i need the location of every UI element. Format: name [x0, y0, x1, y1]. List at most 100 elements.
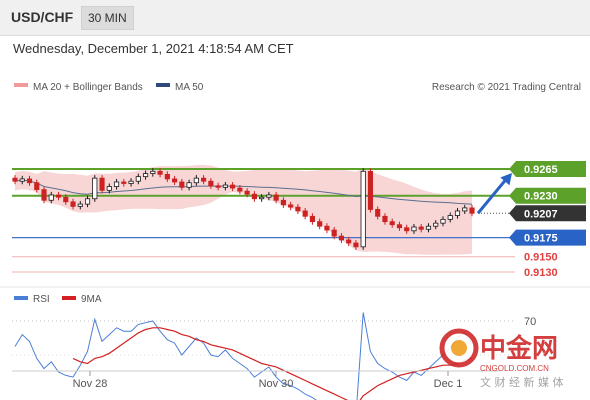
candle: [92, 175, 98, 202]
level-badge-bg: [509, 161, 586, 177]
candle: [259, 194, 265, 202]
top-bar: USD/CHF 30 MIN: [0, 0, 590, 36]
candle: [317, 218, 323, 230]
candle-body: [70, 201, 76, 207]
price-panel: 0.9265 0.9230 0.9207 0.9175 0.9150 0.9130: [12, 161, 586, 279]
rsi-legend-swatch: [14, 296, 28, 300]
bb-legend-label: MA 20 + Bollinger Bands: [33, 82, 143, 93]
candle-body: [99, 177, 105, 191]
projection-arrow-head: [500, 173, 512, 186]
candle: [360, 168, 366, 250]
candle: [266, 191, 272, 201]
level-badge-label: 0.9230: [524, 191, 558, 203]
candle-body: [454, 210, 461, 216]
watermark-logo: 中金网 CNGOLD.COM.CN 文 财 经 新 媒 体: [439, 328, 563, 389]
candle: [425, 223, 432, 233]
ma50-legend-label: MA 50: [175, 82, 204, 93]
rsi-legend-label: RSI: [33, 294, 50, 305]
candle-body: [259, 196, 265, 200]
candle-body: [469, 207, 475, 214]
candle-body: [106, 186, 112, 191]
rsi-ma-legend-swatch: [62, 296, 76, 300]
candle-body: [462, 207, 468, 212]
level-badge-bg: [509, 205, 586, 222]
candle-body: [12, 177, 18, 182]
rsi-panel: 70: [12, 312, 536, 400]
candle: [70, 198, 76, 210]
candle-body: [186, 182, 192, 188]
candle-body: [193, 177, 199, 184]
level-badge-label: 0.9265: [524, 164, 558, 176]
x-tick-label: Dec 1: [434, 378, 463, 390]
watermark-title: 中金网: [480, 333, 558, 364]
candle-body: [55, 194, 62, 198]
candle: [367, 168, 374, 213]
candle-body: [244, 190, 250, 195]
candle: [201, 175, 207, 185]
candle: [128, 178, 134, 187]
candle: [12, 175, 18, 185]
candle-body: [288, 204, 294, 208]
candle-body: [447, 215, 453, 220]
candle: [251, 191, 257, 202]
candle: [179, 178, 185, 191]
timeframe-button[interactable]: 30 MIN: [81, 6, 134, 30]
candle-body: [179, 181, 185, 188]
candle: [454, 207, 461, 219]
ma50-legend-swatch: [156, 83, 170, 87]
candle-body: [389, 221, 395, 226]
price-badges: 0.9265 0.9230 0.9207 0.9175 0.9150 0.9130: [509, 161, 586, 279]
candle: [222, 181, 228, 191]
candle-body: [208, 180, 214, 187]
candles: [12, 168, 475, 250]
level-badge-bg: [509, 187, 586, 204]
rsi-70-tick: 70: [524, 316, 536, 328]
candle-body: [135, 176, 141, 182]
candle-body: [128, 180, 134, 184]
candle: [157, 168, 163, 178]
candle: [164, 171, 170, 182]
level-badge: 0.9265: [509, 161, 586, 177]
candle-body: [142, 173, 149, 178]
candle-body: [172, 178, 178, 183]
candle-body: [353, 242, 359, 248]
level-badge: 0.9207: [509, 205, 586, 222]
level-badge: 0.9175: [509, 229, 586, 246]
candle-body: [230, 184, 236, 189]
candle-body: [34, 182, 40, 191]
rsi-ma-legend-label: 9MA: [81, 294, 102, 305]
level-label: 0.9130: [524, 267, 558, 279]
candle: [273, 191, 279, 204]
candle: [230, 181, 236, 192]
level-badge-label: 0.9207: [524, 208, 558, 220]
candle: [382, 213, 388, 225]
candle-body: [113, 181, 120, 187]
candle: [309, 213, 315, 225]
candle: [324, 223, 330, 234]
bollinger-band: [15, 164, 472, 255]
candle-body: [396, 224, 403, 229]
candle-body: [338, 235, 345, 241]
candle-body: [201, 177, 207, 182]
watermark-domain: CNGOLD.COM.CN: [480, 364, 549, 373]
candle: [41, 186, 47, 204]
candle: [99, 175, 105, 194]
candle-body: [222, 184, 228, 188]
candle: [150, 168, 156, 177]
level-badge-label: 0.9175: [524, 233, 558, 245]
candle: [84, 195, 91, 208]
candle: [172, 175, 178, 186]
candle-body: [48, 194, 54, 201]
candle: [77, 201, 83, 210]
legend: MA 20 + Bollinger Bands MA 50 Research ©…: [14, 82, 581, 93]
candle: [19, 175, 25, 185]
candle-body: [26, 178, 33, 184]
candle: [295, 204, 301, 215]
candle: [346, 236, 352, 247]
candle: [142, 170, 149, 180]
candle-body: [302, 210, 308, 217]
candle-body: [411, 226, 417, 232]
candle: [375, 206, 381, 220]
candle-body: [251, 193, 257, 200]
rsi-line: [14, 312, 473, 400]
